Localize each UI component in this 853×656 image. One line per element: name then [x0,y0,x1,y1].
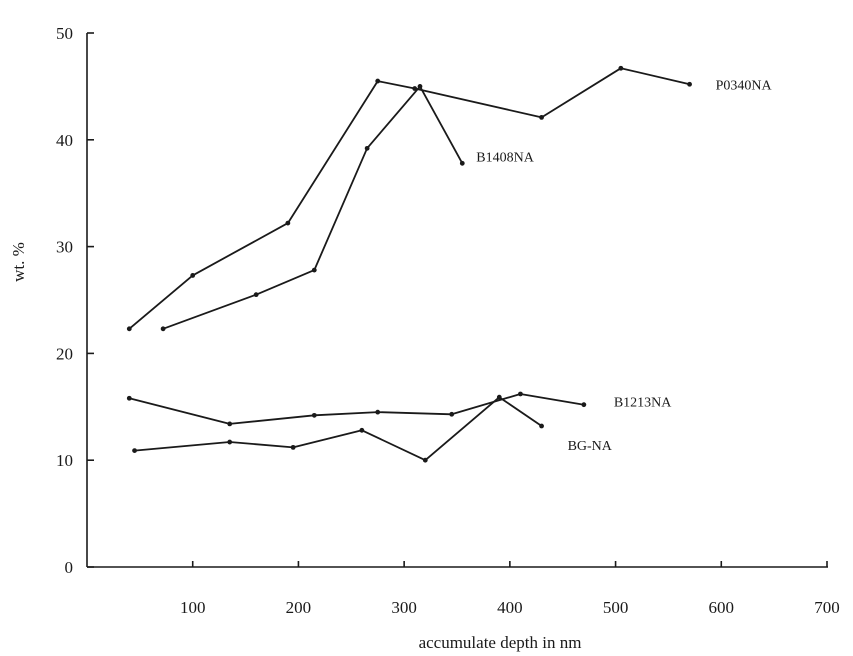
x-tick-label: 500 [603,598,629,617]
x-tick-label: 100 [180,598,206,617]
data-point [518,391,523,397]
x-tick-label: 200 [286,598,312,617]
axes [86,33,828,568]
y-tick-label: 20 [56,344,73,363]
data-point [359,427,365,433]
x-tick-label: 700 [814,598,840,617]
data-point [539,423,544,429]
x-tick-label: 600 [709,598,735,617]
series-line-b1408na [162,85,464,330]
data-point [496,394,502,400]
data-point [126,395,132,401]
data-point [364,145,370,151]
y-tick-label: 0 [65,558,74,577]
data-point [227,439,233,445]
series [126,65,692,463]
data-point [126,326,132,332]
data-point [417,84,423,89]
data-point [227,421,233,427]
data-point [422,457,428,463]
y-tick-label: 50 [56,24,73,43]
data-point [253,292,259,298]
data-point [449,411,455,417]
series-label: B1408NA [476,150,534,165]
ticks: 0 10 20 30 40 50 100 200 300 400 500 600 700 [56,24,840,617]
data-point [132,448,137,453]
y-tick-label: 10 [56,451,73,470]
x-axis-label: accumulate depth in nm [419,633,582,652]
data-point [581,402,587,408]
series-label: BG-NA [568,439,613,454]
y-tick-label: 40 [56,131,73,150]
data-point [618,65,624,71]
data-point [459,160,465,166]
y-tick-label: 30 [56,238,73,257]
data-point [687,81,692,87]
y-axis-label: wt. % [9,242,28,282]
data-point [290,444,296,450]
data-point [311,412,317,418]
series-label: P0340NA [716,78,773,93]
x-tick-label: 300 [391,598,417,617]
series-line-p0340na [128,67,690,330]
series-labels: P0340NA B1408NA B1213NA BG-NA [476,78,772,454]
data-point [375,409,381,415]
data-point [311,267,317,273]
data-point [160,326,166,332]
data-point [412,86,418,91]
data-point [539,114,544,120]
data-point [375,78,381,84]
data-point [285,220,291,226]
x-tick-label: 400 [497,598,523,617]
series-label: B1213NA [614,396,672,411]
data-point [190,273,196,278]
